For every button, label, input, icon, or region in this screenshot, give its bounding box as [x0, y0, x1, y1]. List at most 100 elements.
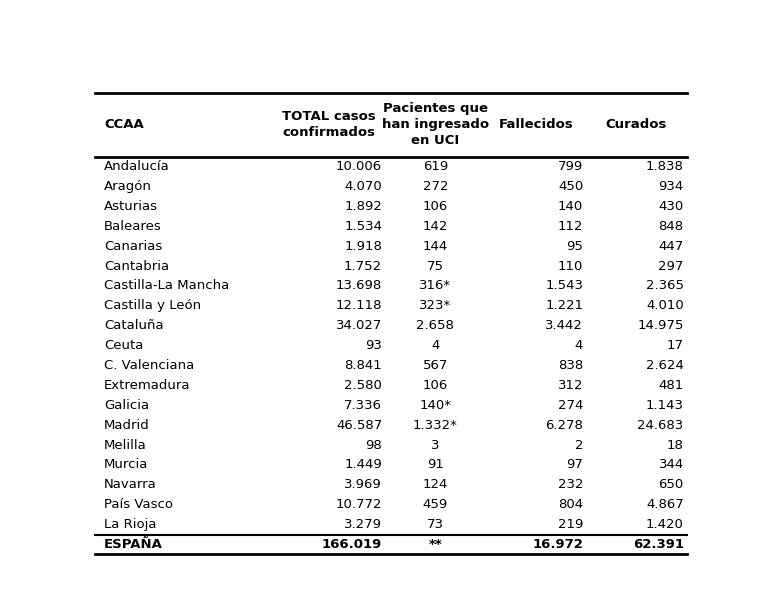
Text: 619: 619 — [423, 160, 448, 173]
Text: 95: 95 — [566, 240, 583, 253]
Text: Curados: Curados — [606, 118, 667, 131]
Text: 93: 93 — [365, 339, 382, 352]
Text: 6.278: 6.278 — [546, 419, 583, 432]
Text: 4.070: 4.070 — [344, 180, 382, 193]
Text: 8.841: 8.841 — [344, 359, 382, 372]
Text: 848: 848 — [658, 220, 684, 233]
Text: 1.143: 1.143 — [645, 399, 684, 412]
Text: 430: 430 — [658, 200, 684, 213]
Text: 312: 312 — [558, 379, 583, 392]
Text: 106: 106 — [423, 200, 448, 213]
Text: 13.698: 13.698 — [336, 279, 382, 293]
Text: 1.420: 1.420 — [645, 518, 684, 531]
Text: 481: 481 — [658, 379, 684, 392]
Text: 838: 838 — [558, 359, 583, 372]
Text: 219: 219 — [558, 518, 583, 531]
Text: 274: 274 — [558, 399, 583, 412]
Text: Murcia: Murcia — [105, 458, 149, 472]
Text: 1.752: 1.752 — [344, 260, 382, 272]
Text: C. Valenciana: C. Valenciana — [105, 359, 195, 372]
Text: 1.918: 1.918 — [344, 240, 382, 253]
Text: Andalucía: Andalucía — [105, 160, 170, 173]
Text: 142: 142 — [423, 220, 448, 233]
Text: 106: 106 — [423, 379, 448, 392]
Text: Cantabria: Cantabria — [105, 260, 169, 272]
Text: 1.449: 1.449 — [344, 458, 382, 472]
Text: Cataluña: Cataluña — [105, 319, 164, 332]
Text: 124: 124 — [423, 478, 448, 491]
Text: 140*: 140* — [420, 399, 452, 412]
Text: 3.279: 3.279 — [344, 518, 382, 531]
Text: Castilla y León: Castilla y León — [105, 300, 201, 312]
Text: 62.391: 62.391 — [633, 538, 684, 551]
Text: Galicia: Galicia — [105, 399, 150, 412]
Text: 46.587: 46.587 — [336, 419, 382, 432]
Text: Melilla: Melilla — [105, 438, 147, 451]
Text: Aragón: Aragón — [105, 180, 152, 193]
Text: 650: 650 — [658, 478, 684, 491]
Text: 3.969: 3.969 — [344, 478, 382, 491]
Text: 75: 75 — [427, 260, 444, 272]
Text: 232: 232 — [558, 478, 583, 491]
Text: 110: 110 — [558, 260, 583, 272]
Text: Baleares: Baleares — [105, 220, 162, 233]
Text: 18: 18 — [667, 438, 684, 451]
Text: 1.543: 1.543 — [546, 279, 583, 293]
Text: 450: 450 — [558, 180, 583, 193]
Text: 4.867: 4.867 — [646, 498, 684, 511]
Text: 24.683: 24.683 — [638, 419, 684, 432]
Text: 2.580: 2.580 — [344, 379, 382, 392]
Text: 4.010: 4.010 — [646, 300, 684, 312]
Text: **: ** — [429, 538, 443, 551]
Text: 10.006: 10.006 — [336, 160, 382, 173]
Text: 7.336: 7.336 — [344, 399, 382, 412]
Text: 2.624: 2.624 — [645, 359, 684, 372]
Text: Madrid: Madrid — [105, 419, 150, 432]
Text: 73: 73 — [427, 518, 444, 531]
Text: 3.442: 3.442 — [546, 319, 583, 332]
Text: ESPAÑA: ESPAÑA — [105, 538, 163, 551]
Text: 91: 91 — [427, 458, 444, 472]
Text: 934: 934 — [658, 180, 684, 193]
Text: Fallecidos: Fallecidos — [498, 118, 573, 131]
Text: Asturias: Asturias — [105, 200, 158, 213]
Text: 344: 344 — [658, 458, 684, 472]
Text: Ceuta: Ceuta — [105, 339, 143, 352]
Text: 1.221: 1.221 — [545, 300, 583, 312]
Text: 459: 459 — [423, 498, 448, 511]
Text: 1.892: 1.892 — [344, 200, 382, 213]
Text: 98: 98 — [365, 438, 382, 451]
Text: 297: 297 — [658, 260, 684, 272]
Text: 12.118: 12.118 — [336, 300, 382, 312]
Text: 112: 112 — [558, 220, 583, 233]
Text: 17: 17 — [667, 339, 684, 352]
Text: 2.365: 2.365 — [645, 279, 684, 293]
Text: 144: 144 — [423, 240, 448, 253]
Text: 1.534: 1.534 — [344, 220, 382, 233]
Text: 14.975: 14.975 — [637, 319, 684, 332]
Text: 447: 447 — [658, 240, 684, 253]
Text: Pacientes que
han ingresado
en UCI: Pacientes que han ingresado en UCI — [382, 102, 489, 147]
Text: 166.019: 166.019 — [322, 538, 382, 551]
Text: 4: 4 — [431, 339, 439, 352]
Text: 97: 97 — [566, 458, 583, 472]
Text: 34.027: 34.027 — [336, 319, 382, 332]
Text: 272: 272 — [423, 180, 448, 193]
Text: 4: 4 — [575, 339, 583, 352]
Text: TOTAL casos
confirmados: TOTAL casos confirmados — [282, 110, 376, 139]
Text: 799: 799 — [558, 160, 583, 173]
Text: 2.658: 2.658 — [417, 319, 454, 332]
Text: 140: 140 — [558, 200, 583, 213]
Text: 10.772: 10.772 — [336, 498, 382, 511]
Text: CCAA: CCAA — [105, 118, 144, 131]
Text: País Vasco: País Vasco — [105, 498, 173, 511]
Text: 316*: 316* — [420, 279, 452, 293]
Text: 1.838: 1.838 — [645, 160, 684, 173]
Text: Extremadura: Extremadura — [105, 379, 191, 392]
Text: Navarra: Navarra — [105, 478, 157, 491]
Text: 567: 567 — [423, 359, 448, 372]
Text: Castilla-La Mancha: Castilla-La Mancha — [105, 279, 230, 293]
Text: La Rioja: La Rioja — [105, 518, 156, 531]
Text: 2: 2 — [575, 438, 583, 451]
Text: 804: 804 — [558, 498, 583, 511]
